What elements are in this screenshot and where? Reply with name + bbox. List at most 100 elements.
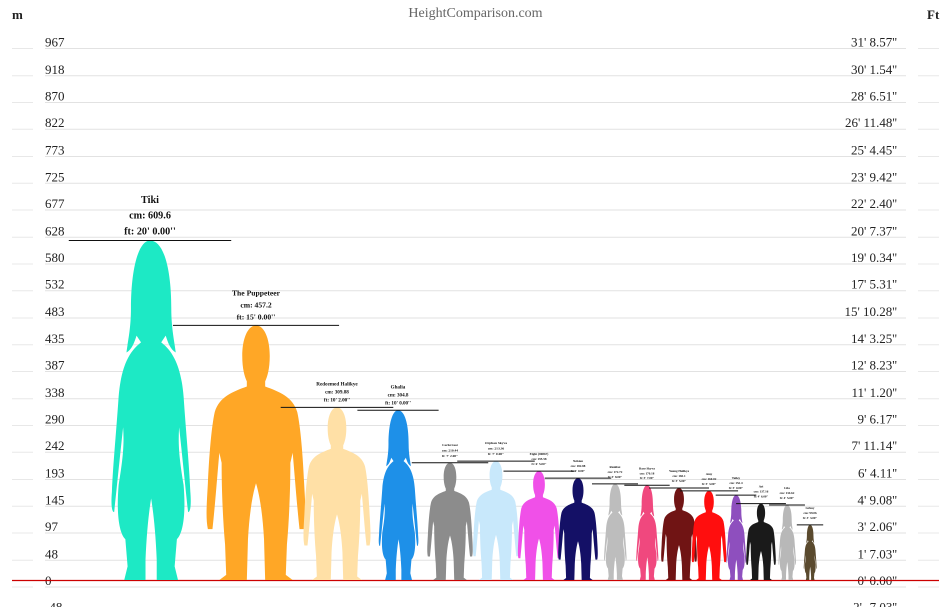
tick-label-right: 11' 1.20'' xyxy=(851,385,897,400)
character-name-label: Grimy xyxy=(805,506,814,510)
tick-label-right: 3' 2.06'' xyxy=(857,519,897,534)
character-figure: ft: 7' 0.00''cm: 213.36 Orphan Skyva xyxy=(457,441,535,580)
tick-label-left: 387 xyxy=(45,357,65,372)
character-ft-label: ft: 6' 5.00'' xyxy=(532,462,547,466)
character-silhouette xyxy=(803,524,817,580)
tick-label-right: 14' 3.25'' xyxy=(851,331,897,346)
character-name-label: Nelsion xyxy=(573,459,583,463)
character-silhouette xyxy=(636,485,659,580)
character-ft-label: ft: 5' 8.00'' xyxy=(608,475,623,479)
tick-label-right: 6' 4.11'' xyxy=(858,466,897,481)
character-ft-label: ft: 7' 0.00'' xyxy=(488,452,504,456)
character-ft-label: ft: 3' 3.00'' xyxy=(803,516,818,520)
character-ft-label: ft: 5' 0.00'' xyxy=(729,486,744,490)
character-ft-label: ft: 5' 3.00'' xyxy=(702,482,717,486)
tick-label-right: 12' 8.23'' xyxy=(851,357,897,372)
tick-label-left: 242 xyxy=(45,438,65,453)
character-silhouette xyxy=(691,490,727,580)
tick-label-left: 145 xyxy=(45,492,65,507)
right-unit-label: Ft xyxy=(927,7,940,22)
character-name-label: Tailey xyxy=(732,476,741,480)
character-cm-label: cm: 210.44 xyxy=(442,448,458,452)
tick-label-left: 967 xyxy=(45,35,65,50)
character-ft-label: ft: 10' 2.00'' xyxy=(324,397,351,403)
character-ft-label: ft: 15' 0.00'' xyxy=(237,312,276,321)
tick-label-left: -48 xyxy=(45,600,62,607)
character-cm-label: cm: 170.18 xyxy=(640,471,655,475)
character-name-label: Eight (80867) xyxy=(530,452,549,456)
character-name-label: Rose Skyva xyxy=(639,466,655,470)
tick-label-right: 7' 11.14'' xyxy=(851,438,897,453)
character-silhouette xyxy=(206,325,306,580)
tick-label-left: 773 xyxy=(45,143,65,158)
character-silhouette xyxy=(303,407,371,580)
tick-label-right: 15' 10.28'' xyxy=(844,304,897,319)
character-name-label: Young Halikye xyxy=(669,469,690,473)
character-name-label: Ari xyxy=(759,485,764,489)
character-figure: ft: 10' 2.00'' cm: 309.88 Redeemed Halikye xyxy=(280,381,394,580)
character-silhouette xyxy=(778,505,797,580)
character-silhouette xyxy=(111,240,191,580)
character-ft-label: ft: 5' 7.00'' xyxy=(640,476,655,480)
tick-label-right: 1' 7.03'' xyxy=(857,546,897,561)
character-silhouette xyxy=(472,461,520,580)
tick-label-right: 22' 2.40'' xyxy=(851,196,897,211)
character-name-label: Corkvrasz xyxy=(442,443,458,447)
tick-label-left: 193 xyxy=(45,466,65,481)
tick-label-right: 17' 5.31'' xyxy=(851,277,897,292)
character-ft-label: ft: 10' 0.00'' xyxy=(385,400,411,406)
character-name-label: The Puppeteer xyxy=(232,289,281,298)
character-cm-label: cm: 134.62 xyxy=(780,491,795,495)
tick-label-right: 20' 7.37'' xyxy=(851,223,897,238)
tick-label-left: 580 xyxy=(45,250,65,265)
character-name-label: Redeemed Halikye xyxy=(316,381,358,387)
tick-label-left: 677 xyxy=(45,196,65,211)
tick-label-right: 30' 1.54'' xyxy=(851,62,897,77)
character-cm-label: cm: 309.88 xyxy=(325,389,349,395)
character-figure: ft: 10' 0.00'' cm: 304.8 Ghalia xyxy=(357,384,439,580)
tick-label-left: 870 xyxy=(45,89,65,104)
character-silhouette xyxy=(427,462,473,580)
character-cm-label: cm: 172.72 xyxy=(608,470,623,474)
character-name-label: Amy xyxy=(706,472,713,476)
character-silhouette xyxy=(746,503,776,580)
tick-label-right: 23' 9.42'' xyxy=(851,169,897,184)
character-cm-label: cm: 195.58 xyxy=(532,457,547,461)
character-ft-label: ft: 7' 2.00'' xyxy=(442,454,458,458)
character-cm-label: cm: 457.2 xyxy=(240,301,272,310)
tick-label-left: 532 xyxy=(45,277,65,292)
tick-label-right: 25' 4.45'' xyxy=(851,143,897,158)
character-cm-label: cm: 99.06 xyxy=(803,511,817,515)
character-name-label: Ghalia xyxy=(391,384,406,390)
character-name-label: Orphan Skyva xyxy=(485,441,507,445)
character-cm-label: cm: 152.4 xyxy=(729,481,743,485)
character-cm-label: cm: 137.16 xyxy=(754,490,769,494)
tick-label-right: 26' 11.48'' xyxy=(845,115,897,130)
character-figure: ft: 20' 0.00'' cm: 609.6 Tiki xyxy=(68,195,232,580)
tick-label-left: 435 xyxy=(45,331,65,346)
tick-label-right: 4' 9.08'' xyxy=(857,492,897,507)
tick-label-right: -2' -7.03'' xyxy=(849,600,897,607)
character-name-label: Lila xyxy=(784,486,790,490)
tick-label-right: 31' 8.57'' xyxy=(851,35,897,50)
character-cm-label: cm: 609.6 xyxy=(129,211,171,222)
character-ft-label: ft: 5' 5.00'' xyxy=(672,479,687,483)
tick-label-left: 338 xyxy=(45,385,65,400)
character-figure: ft: 15' 0.00'' cm: 457.2 The Puppeteer xyxy=(172,289,340,580)
character-silhouette xyxy=(517,471,561,580)
tick-label-left: 97 xyxy=(45,519,59,534)
tick-label-left: 483 xyxy=(45,304,65,319)
tick-label-left: 918 xyxy=(45,62,65,77)
tick-label-left: 822 xyxy=(45,115,65,130)
